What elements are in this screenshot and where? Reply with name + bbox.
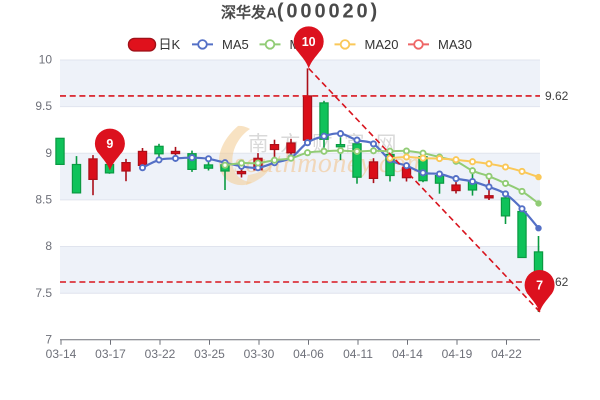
svg-text:04-14: 04-14 bbox=[392, 347, 423, 361]
svg-text:03-17: 03-17 bbox=[95, 347, 126, 361]
svg-text:04-22: 04-22 bbox=[491, 347, 522, 361]
svg-text:03-14: 03-14 bbox=[46, 347, 77, 361]
svg-text:7.5: 7.5 bbox=[35, 286, 52, 300]
svg-text:03-22: 03-22 bbox=[145, 347, 176, 361]
svg-text:8.5: 8.5 bbox=[35, 193, 52, 207]
svg-text:MA20: MA20 bbox=[365, 37, 399, 52]
svg-text:9: 9 bbox=[45, 146, 52, 160]
svg-text:日K: 日K bbox=[159, 37, 181, 52]
svg-text:MA5: MA5 bbox=[222, 37, 249, 52]
svg-text:03-25: 03-25 bbox=[194, 347, 225, 361]
svg-text:03-30: 03-30 bbox=[244, 347, 275, 361]
svg-text:7: 7 bbox=[45, 332, 52, 346]
svg-text:10: 10 bbox=[302, 35, 316, 49]
svg-text:8: 8 bbox=[45, 239, 52, 253]
svg-text:10: 10 bbox=[39, 53, 53, 67]
svg-text:9: 9 bbox=[106, 137, 113, 151]
svg-text:MA30: MA30 bbox=[438, 37, 472, 52]
svg-text:04-11: 04-11 bbox=[343, 347, 373, 361]
svg-text:9.62: 9.62 bbox=[545, 89, 569, 103]
svg-text:04-19: 04-19 bbox=[442, 347, 473, 361]
svg-text:04-06: 04-06 bbox=[293, 347, 324, 361]
svg-text:7: 7 bbox=[536, 279, 543, 293]
svg-text:9.5: 9.5 bbox=[35, 99, 52, 113]
svg-text:深华发A(000020): 深华发A(000020) bbox=[221, 1, 380, 23]
